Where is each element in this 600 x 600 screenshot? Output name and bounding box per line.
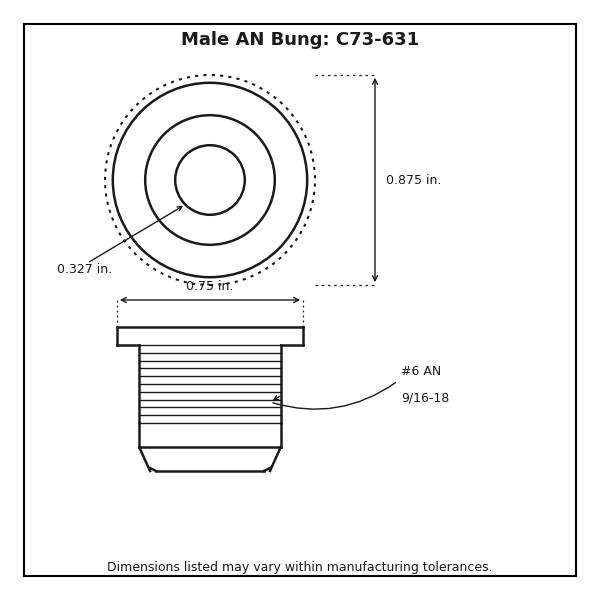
Text: #6 AN: #6 AN bbox=[401, 365, 441, 378]
Text: 0.875 in.: 0.875 in. bbox=[386, 173, 441, 187]
Text: 0.75 in.: 0.75 in. bbox=[187, 280, 233, 293]
Text: 9/16-18: 9/16-18 bbox=[401, 391, 449, 404]
Text: Dimensions listed may vary within manufacturing tolerances.: Dimensions listed may vary within manufa… bbox=[107, 560, 493, 574]
Text: 0.327 in.: 0.327 in. bbox=[57, 263, 112, 276]
Text: Male AN Bung: C73-631: Male AN Bung: C73-631 bbox=[181, 31, 419, 49]
